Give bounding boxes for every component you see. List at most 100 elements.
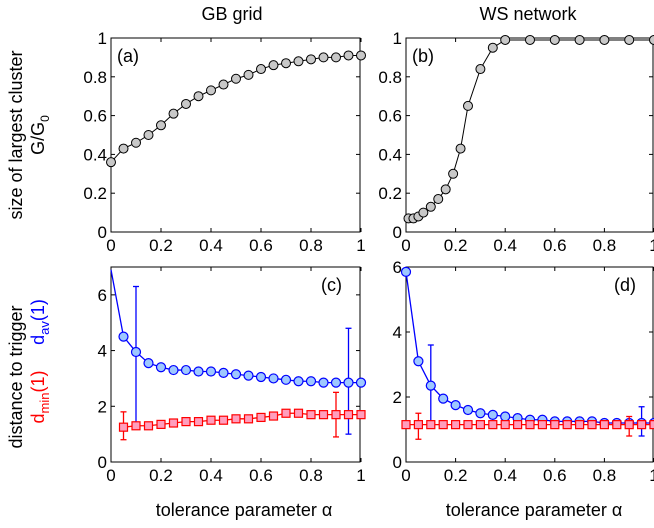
panel-c-red-point <box>206 415 216 425</box>
panel-d-blue-point <box>425 380 436 391</box>
ylabel-bottom-dav: dav(1) <box>28 299 52 345</box>
panel-a-data-point <box>281 58 291 69</box>
panel-a-ytick-label: 0 <box>98 223 107 242</box>
panel-a-data-point <box>106 157 116 168</box>
panel-a-data-point <box>268 60 279 71</box>
panel-a-xtick-label: 1 <box>356 236 365 255</box>
panel-c-ytick-label: 6 <box>98 286 107 305</box>
panel-a-data-point <box>118 143 129 154</box>
panel-b-xtick-label: 0.4 <box>493 236 517 255</box>
panel-a-xtick-label: 0.6 <box>249 236 273 255</box>
panel-c-blue-point <box>218 367 229 378</box>
panel-a-data-point <box>318 52 329 63</box>
ylabel-bottom-dmin: dmin(1) <box>28 371 52 424</box>
panel-d-axes-frame <box>405 266 654 463</box>
panel-c-red-point <box>356 410 366 420</box>
panel-c-blue-point <box>280 374 292 385</box>
panel-c: 0 0.2 0.4 0.6 0.8 1 0 2 4 6 (c) <box>98 266 367 485</box>
panel-d-red-point <box>475 420 485 430</box>
dav-suffix: (1) <box>28 299 48 321</box>
panel-a-ytick-label: 0.8 <box>83 68 107 87</box>
panel-a-xtick-label: 0.4 <box>199 236 223 255</box>
ylabel-bottom-prefix: distance to trigger <box>6 305 26 448</box>
panel-d-red-point <box>401 420 411 430</box>
panel-a-axes-frame <box>110 37 361 233</box>
panel-b-label: (b) <box>412 46 434 66</box>
ylabel-top-main: G/G <box>28 122 48 155</box>
panel-b-data-point <box>440 184 451 195</box>
panel-b-data-point <box>475 64 486 75</box>
panel-c-red-point <box>268 411 279 421</box>
panel-c-blue-point <box>305 376 317 387</box>
panel-c-red-point <box>306 410 316 420</box>
panel-d-red-point <box>550 420 560 430</box>
panel-c-red-point <box>331 410 341 420</box>
panel-d-xtick-label: 0.2 <box>444 466 468 485</box>
panel-a-data-point <box>143 130 154 140</box>
panel-c-red-point <box>143 421 154 431</box>
panel-c-ytick-label: 0 <box>98 453 107 472</box>
panel-a-data-point <box>343 50 354 61</box>
panel-d-red-point <box>512 420 523 430</box>
panel-b-xtick-label: 0.2 <box>444 236 468 255</box>
panel-b-ytick-label: 0.8 <box>378 68 402 87</box>
panel-c-blue-point <box>193 366 204 377</box>
panel-c-xtick-label: 0.4 <box>199 466 223 485</box>
panel-b-xtick-label: 0 <box>401 236 410 255</box>
panel-c-red-point <box>193 417 204 427</box>
panel-b-data-point <box>599 34 610 45</box>
panel-d-xtick-label: 0.8 <box>593 466 617 485</box>
panel-c-blue-point <box>180 364 192 376</box>
panel-b-ytick-label: 0 <box>393 223 402 242</box>
panel-c-red-point <box>168 418 179 428</box>
panel-d-xtick-label: 0 <box>401 466 410 485</box>
panel-c-red-point <box>131 421 141 431</box>
panel-a-data-point <box>306 54 316 65</box>
panel-b-data-point <box>549 34 560 45</box>
panel-a-data-point <box>156 120 166 131</box>
panel-b-ytick-label: 0.6 <box>378 107 402 126</box>
panel-c-blue-point <box>293 376 304 387</box>
panel-b-data-point <box>500 34 511 45</box>
panel-d-blue-point <box>487 409 498 420</box>
panel-b-ytick-label: 0.4 <box>378 145 402 164</box>
panel-a-data-point <box>181 98 191 109</box>
panel-b-data-point <box>418 207 429 218</box>
panel-c-ytick-label: 4 <box>98 342 107 361</box>
panel-d-blue-point <box>450 400 461 411</box>
xlabel-right: tolerance parameter α <box>446 500 623 520</box>
panel-c-label: (c) <box>321 275 342 295</box>
panel-c-blue-point <box>205 366 217 377</box>
panel-b: 0 0.2 0.4 0.6 0.8 1 0 0.2 0.4 0.6 0.8 1 (b) <box>378 29 654 255</box>
panel-a-data-point <box>293 56 304 67</box>
panel-a-data-point <box>206 85 216 96</box>
panel-c-blue-point <box>155 362 167 373</box>
panel-c-blue-point <box>343 377 354 388</box>
panel-c-xtick-label: 0.2 <box>149 466 173 485</box>
panel-b-data-point <box>624 34 635 45</box>
panel-d-blue-point <box>462 404 474 416</box>
panel-a-data-point <box>168 108 179 119</box>
panel-b-data-point <box>574 34 585 45</box>
panel-c-xtick-label: 0 <box>106 466 115 485</box>
panel-b-xtick-label: 0.6 <box>543 236 567 255</box>
panel-b-data-point <box>649 34 654 45</box>
xlabel-left: tolerance parameter α <box>156 500 333 520</box>
panel-a-label: (a) <box>117 46 139 66</box>
panel-b-data-point <box>425 201 436 212</box>
dmin-sub: min <box>37 393 52 414</box>
panel-a-ytick-label: 0.6 <box>83 107 107 126</box>
panel-d-red-point <box>574 420 585 430</box>
panel-b-ytick-label: 0.2 <box>378 184 402 203</box>
panel-c-axes-frame <box>110 266 361 463</box>
panel-a: 0 0.2 0.4 0.6 0.8 1 0 0.2 0.4 0.6 0.8 1 (a) <box>83 29 366 255</box>
panel-b-data-point <box>448 168 459 179</box>
panel-c-blue-point <box>118 331 129 342</box>
panel-c-blue-point <box>230 369 242 380</box>
panel-a-data-point <box>331 52 341 63</box>
panel-d-ytick-label: 4 <box>393 323 402 342</box>
panel-c-blue-point <box>255 371 267 383</box>
panel-d-ytick-label: 6 <box>393 258 402 277</box>
panel-c-blue-point <box>143 358 154 369</box>
